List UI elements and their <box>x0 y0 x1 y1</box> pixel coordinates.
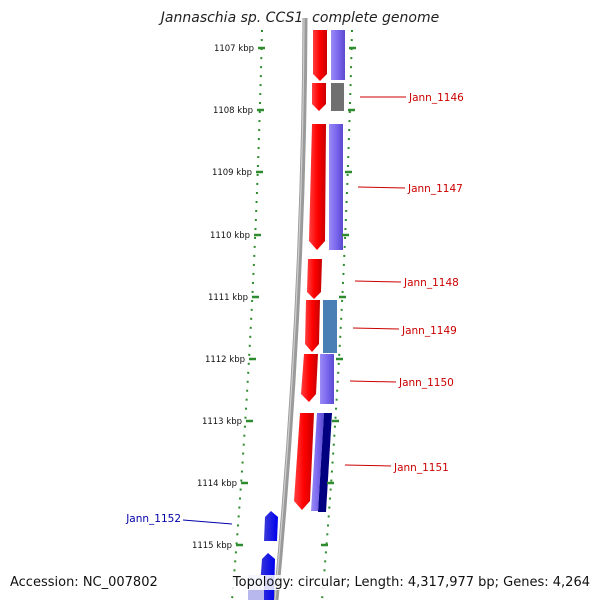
genome-stats-text: Topology: circular; Length: 4,317,977 bp… <box>230 575 592 590</box>
inner-ring <box>231 29 263 600</box>
gene-label-layer: Jann_1146 Jann_1147 Jann_1148 Jann_1149 Jann… <box>125 92 464 525</box>
tick-layer: 1107 kbp 1108 kbp 1109 kbp 1110 kbp 1111 kbp… <box>192 44 356 551</box>
cog-block[interactable] <box>323 300 337 353</box>
gene-label-jann-1146[interactable]: Jann_1146 <box>408 92 464 104</box>
gene-label-leader <box>352 327 400 330</box>
forward-cds-track <box>294 30 327 510</box>
cog-block[interactable] <box>329 124 343 250</box>
cog-block[interactable] <box>331 30 345 80</box>
gene-label-jann-1151[interactable]: Jann_1151 <box>393 462 449 474</box>
cds-arrow[interactable] <box>313 30 327 81</box>
cog-block[interactable] <box>318 413 332 512</box>
gene-label-jann-1148[interactable]: Jann_1148 <box>403 277 459 289</box>
gene-label-leader <box>357 186 406 189</box>
cog-block[interactable] <box>320 354 334 404</box>
gene-label-jann-1149[interactable]: Jann_1149 <box>401 325 457 337</box>
cog-block[interactable] <box>311 413 324 511</box>
tick-label: 1113 kbp <box>202 417 242 427</box>
tick-label: 1115 kbp <box>192 541 232 551</box>
gene-label-leader <box>344 464 392 467</box>
gene-label-jann-1152[interactable]: Jann_1152 <box>125 513 181 525</box>
tick-label: 1109 kbp <box>212 168 252 178</box>
cog-track <box>311 30 345 512</box>
tick-label: 1112 kbp <box>205 355 245 365</box>
cds-arrow[interactable] <box>294 413 314 510</box>
cds-arrow[interactable] <box>309 124 326 250</box>
tick-label: 1107 kbp <box>214 44 254 54</box>
gene-label-leader <box>354 280 402 283</box>
gene-label-leader <box>349 380 397 383</box>
map-title: Jannaschia sp. CCS1, complete genome <box>160 10 440 26</box>
cds-arrow[interactable] <box>312 83 326 111</box>
cog-block[interactable] <box>331 83 344 111</box>
gene-label-jann-1150[interactable]: Jann_1150 <box>398 377 454 389</box>
tick-label: 1111 kbp <box>208 293 248 303</box>
cds-arrow[interactable] <box>307 259 322 299</box>
accession-text: Accession: NC_007802 <box>8 575 160 590</box>
tick-label: 1108 kbp <box>213 106 253 116</box>
cds-arrow[interactable] <box>301 354 318 402</box>
backbone <box>273 17 308 600</box>
gene-label-leader <box>182 519 233 525</box>
tick-label: 1110 kbp <box>210 231 250 241</box>
tick-label: 1114 kbp <box>197 479 237 489</box>
reverse-cds-arrow[interactable] <box>264 511 278 541</box>
outer-ring <box>321 29 353 600</box>
cds-arrow[interactable] <box>305 300 320 352</box>
backbone-highlight <box>274 17 305 600</box>
gene-label-jann-1147[interactable]: Jann_1147 <box>407 183 463 195</box>
